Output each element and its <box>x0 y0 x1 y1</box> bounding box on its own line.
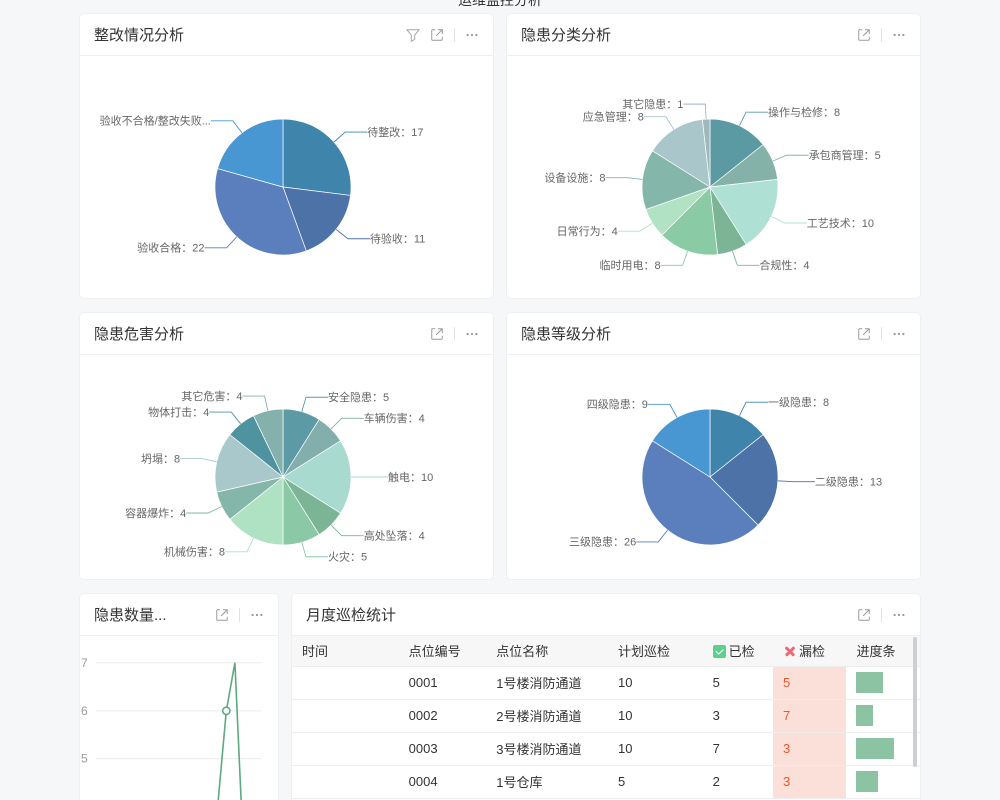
svg-text:触电：10: 触电：10 <box>388 470 433 484</box>
svg-text:二级隐患：13: 二级隐患：13 <box>815 476 882 489</box>
svg-text:设备设施：8: 设备设施：8 <box>544 171 605 185</box>
svg-text:验收不合格/整改失败...: 验收不合格/整改失败... <box>100 114 211 128</box>
svg-text:高处坠落：4: 高处坠落：4 <box>364 529 425 543</box>
svg-text:安全隐患：5: 安全隐患：5 <box>328 390 389 404</box>
svg-text:容器爆炸：4: 容器爆炸：4 <box>125 506 186 520</box>
svg-text:承包商管理：5: 承包商管理：5 <box>809 148 881 162</box>
svg-text:合规性：4: 合规性：4 <box>759 258 809 272</box>
svg-text:一级隐患：8: 一级隐患：8 <box>768 396 829 409</box>
svg-text:其它隐患：1: 其它隐患：1 <box>622 97 683 111</box>
svg-text:验收合格：22: 验收合格：22 <box>137 241 204 255</box>
svg-text:5: 5 <box>81 752 88 766</box>
svg-text:机械伤害：8: 机械伤害：8 <box>164 545 225 559</box>
svg-text:应急管理：8: 应急管理：8 <box>583 110 644 124</box>
svg-text:临时用电：8: 临时用电：8 <box>599 258 660 272</box>
svg-text:6: 6 <box>81 704 88 718</box>
svg-text:三级隐患：26: 三级隐患：26 <box>569 536 636 549</box>
svg-text:工艺技术：10: 工艺技术：10 <box>807 217 874 230</box>
svg-text:待验收：11: 待验收：11 <box>370 232 425 246</box>
svg-text:车辆伤害：4: 车辆伤害：4 <box>364 411 425 425</box>
svg-text:操作与检修：8: 操作与检修：8 <box>768 105 840 119</box>
svg-text:7: 7 <box>81 656 88 670</box>
svg-text:坍塌：8: 坍塌：8 <box>141 451 180 465</box>
svg-text:四级隐患：9: 四级隐患：9 <box>587 398 648 411</box>
svg-text:其它危害：4: 其它危害：4 <box>181 389 242 403</box>
svg-text:物体打击：4: 物体打击：4 <box>148 405 209 419</box>
svg-text:火灾：5: 火灾：5 <box>328 550 367 564</box>
svg-text:日常行为：4: 日常行为：4 <box>557 225 618 238</box>
svg-text:待整改：17: 待整改：17 <box>367 125 423 139</box>
